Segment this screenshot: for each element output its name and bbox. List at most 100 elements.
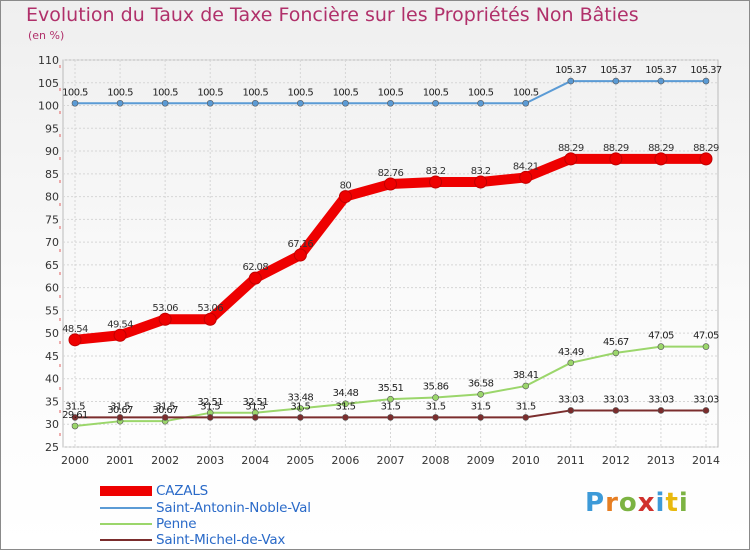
data-point-1: [116, 99, 124, 107]
x-tick-label: 2000: [61, 454, 89, 467]
data-label-3: 31.5: [381, 401, 401, 412]
data-point-0: [248, 271, 262, 285]
data-label-3: 31.5: [110, 401, 130, 412]
data-label-2: 38.41: [513, 370, 539, 381]
data-point-0: [564, 152, 578, 166]
data-point-0: [519, 170, 533, 184]
data-label-1: 100.5: [333, 87, 359, 98]
data-label-0: 88.29: [558, 143, 584, 154]
data-label-2: 35.51: [378, 383, 404, 394]
data-point-3: [251, 414, 259, 421]
data-point-3: [612, 407, 620, 414]
data-point-2: [702, 343, 710, 350]
data-label-0: 53.06: [152, 303, 178, 314]
data-label-2: 34.48: [333, 388, 359, 399]
x-tick-label: 2004: [241, 454, 269, 467]
data-label-1: 100.5: [107, 87, 133, 98]
x-tick-label: 2007: [377, 454, 405, 467]
data-point-2: [612, 349, 620, 357]
data-point-0: [429, 175, 443, 189]
data-point-3: [432, 414, 439, 421]
data-point-2: [342, 400, 349, 408]
data-point-1: [342, 99, 349, 107]
data-point-0: [113, 328, 127, 342]
y-tick-label: 85: [45, 168, 59, 181]
data-point-3: [522, 414, 530, 421]
data-label-3: 33.03: [693, 394, 719, 405]
data-point-3: [161, 414, 169, 421]
data-label-1: 100.5: [468, 87, 494, 98]
data-label-0: 49.54: [107, 319, 133, 330]
data-label-0: 62.08: [242, 262, 268, 273]
data-point-3: [387, 414, 394, 421]
data-label-3: 31.5: [290, 401, 310, 412]
data-label-3: 31.5: [155, 401, 175, 412]
y-tick-label: 110: [38, 54, 59, 67]
data-label-1: 100.5: [288, 87, 314, 98]
data-point-1: [161, 99, 169, 107]
data-point-1: [567, 77, 575, 85]
data-point-3: [657, 407, 665, 414]
data-point-2: [567, 359, 575, 367]
legend-label-cazals: CAZALS: [156, 483, 209, 499]
data-label-0: 84.21: [513, 161, 539, 172]
data-point-1: [702, 77, 710, 85]
y-tick-label: 65: [45, 259, 59, 272]
data-point-2: [297, 405, 304, 412]
data-point-3: [477, 414, 484, 421]
x-tick-label: 2010: [512, 454, 540, 467]
data-label-2: 33.48: [288, 392, 314, 403]
x-tick-label: 2011: [557, 454, 585, 467]
data-label-3: 31.5: [516, 401, 536, 412]
legend-label-saint-michel: Saint-Michel-de-Vax: [156, 532, 286, 548]
y-tick-label: 90: [45, 145, 59, 158]
y-tick-label: 70: [45, 236, 59, 249]
data-label-0: 83.2: [426, 166, 446, 177]
data-label-0: 88.29: [693, 143, 719, 154]
data-point-0: [158, 312, 172, 326]
x-tick-label: 2001: [106, 454, 134, 467]
data-label-3: 31.5: [471, 401, 491, 412]
y-tick-label: 95: [45, 122, 59, 135]
y-tick-label: 105: [38, 77, 59, 90]
y-tick-label: 55: [45, 304, 59, 317]
proxiti-logo: Proxiti: [585, 488, 689, 518]
data-point-3: [206, 414, 214, 421]
data-point-2: [432, 394, 439, 401]
data-label-1: 100.5: [513, 87, 539, 98]
data-point-1: [522, 99, 530, 107]
data-label-0: 80: [340, 181, 352, 192]
x-tick-label: 2003: [196, 454, 224, 467]
chart-title: Evolution du Taux de Taxe Foncière sur l…: [26, 4, 639, 26]
data-point-3: [342, 414, 349, 421]
data-label-3: 31.5: [245, 401, 265, 412]
y-tick-label: 75: [45, 213, 59, 226]
data-point-1: [297, 99, 304, 107]
data-label-1: 100.5: [152, 87, 178, 98]
data-label-0: 88.29: [603, 143, 629, 154]
data-label-2: 29.61: [62, 410, 88, 421]
y-tick-label: 50: [45, 327, 59, 340]
data-point-1: [387, 99, 394, 107]
data-label-1: 105.37: [600, 65, 632, 76]
x-tick-label: 2012: [602, 454, 630, 467]
data-point-3: [71, 414, 79, 421]
data-point-1: [477, 99, 484, 107]
legend-label-penne: Penne: [156, 516, 197, 532]
y-tick-label: 45: [45, 350, 59, 363]
x-tick-label: 2009: [467, 454, 495, 467]
data-point-1: [71, 99, 79, 107]
x-tick-label: 2005: [286, 454, 314, 467]
data-label-1: 100.5: [378, 87, 404, 98]
data-label-0: 83.2: [471, 166, 491, 177]
data-point-2: [477, 390, 484, 398]
y-tick-label: 25: [45, 441, 59, 454]
data-label-3: 31.5: [200, 401, 220, 412]
data-point-2: [71, 422, 79, 430]
data-point-0: [474, 175, 488, 189]
data-point-1: [432, 99, 439, 107]
data-label-0: 88.29: [648, 143, 674, 154]
data-label-2: 47.05: [648, 331, 674, 342]
data-point-1: [251, 99, 259, 107]
